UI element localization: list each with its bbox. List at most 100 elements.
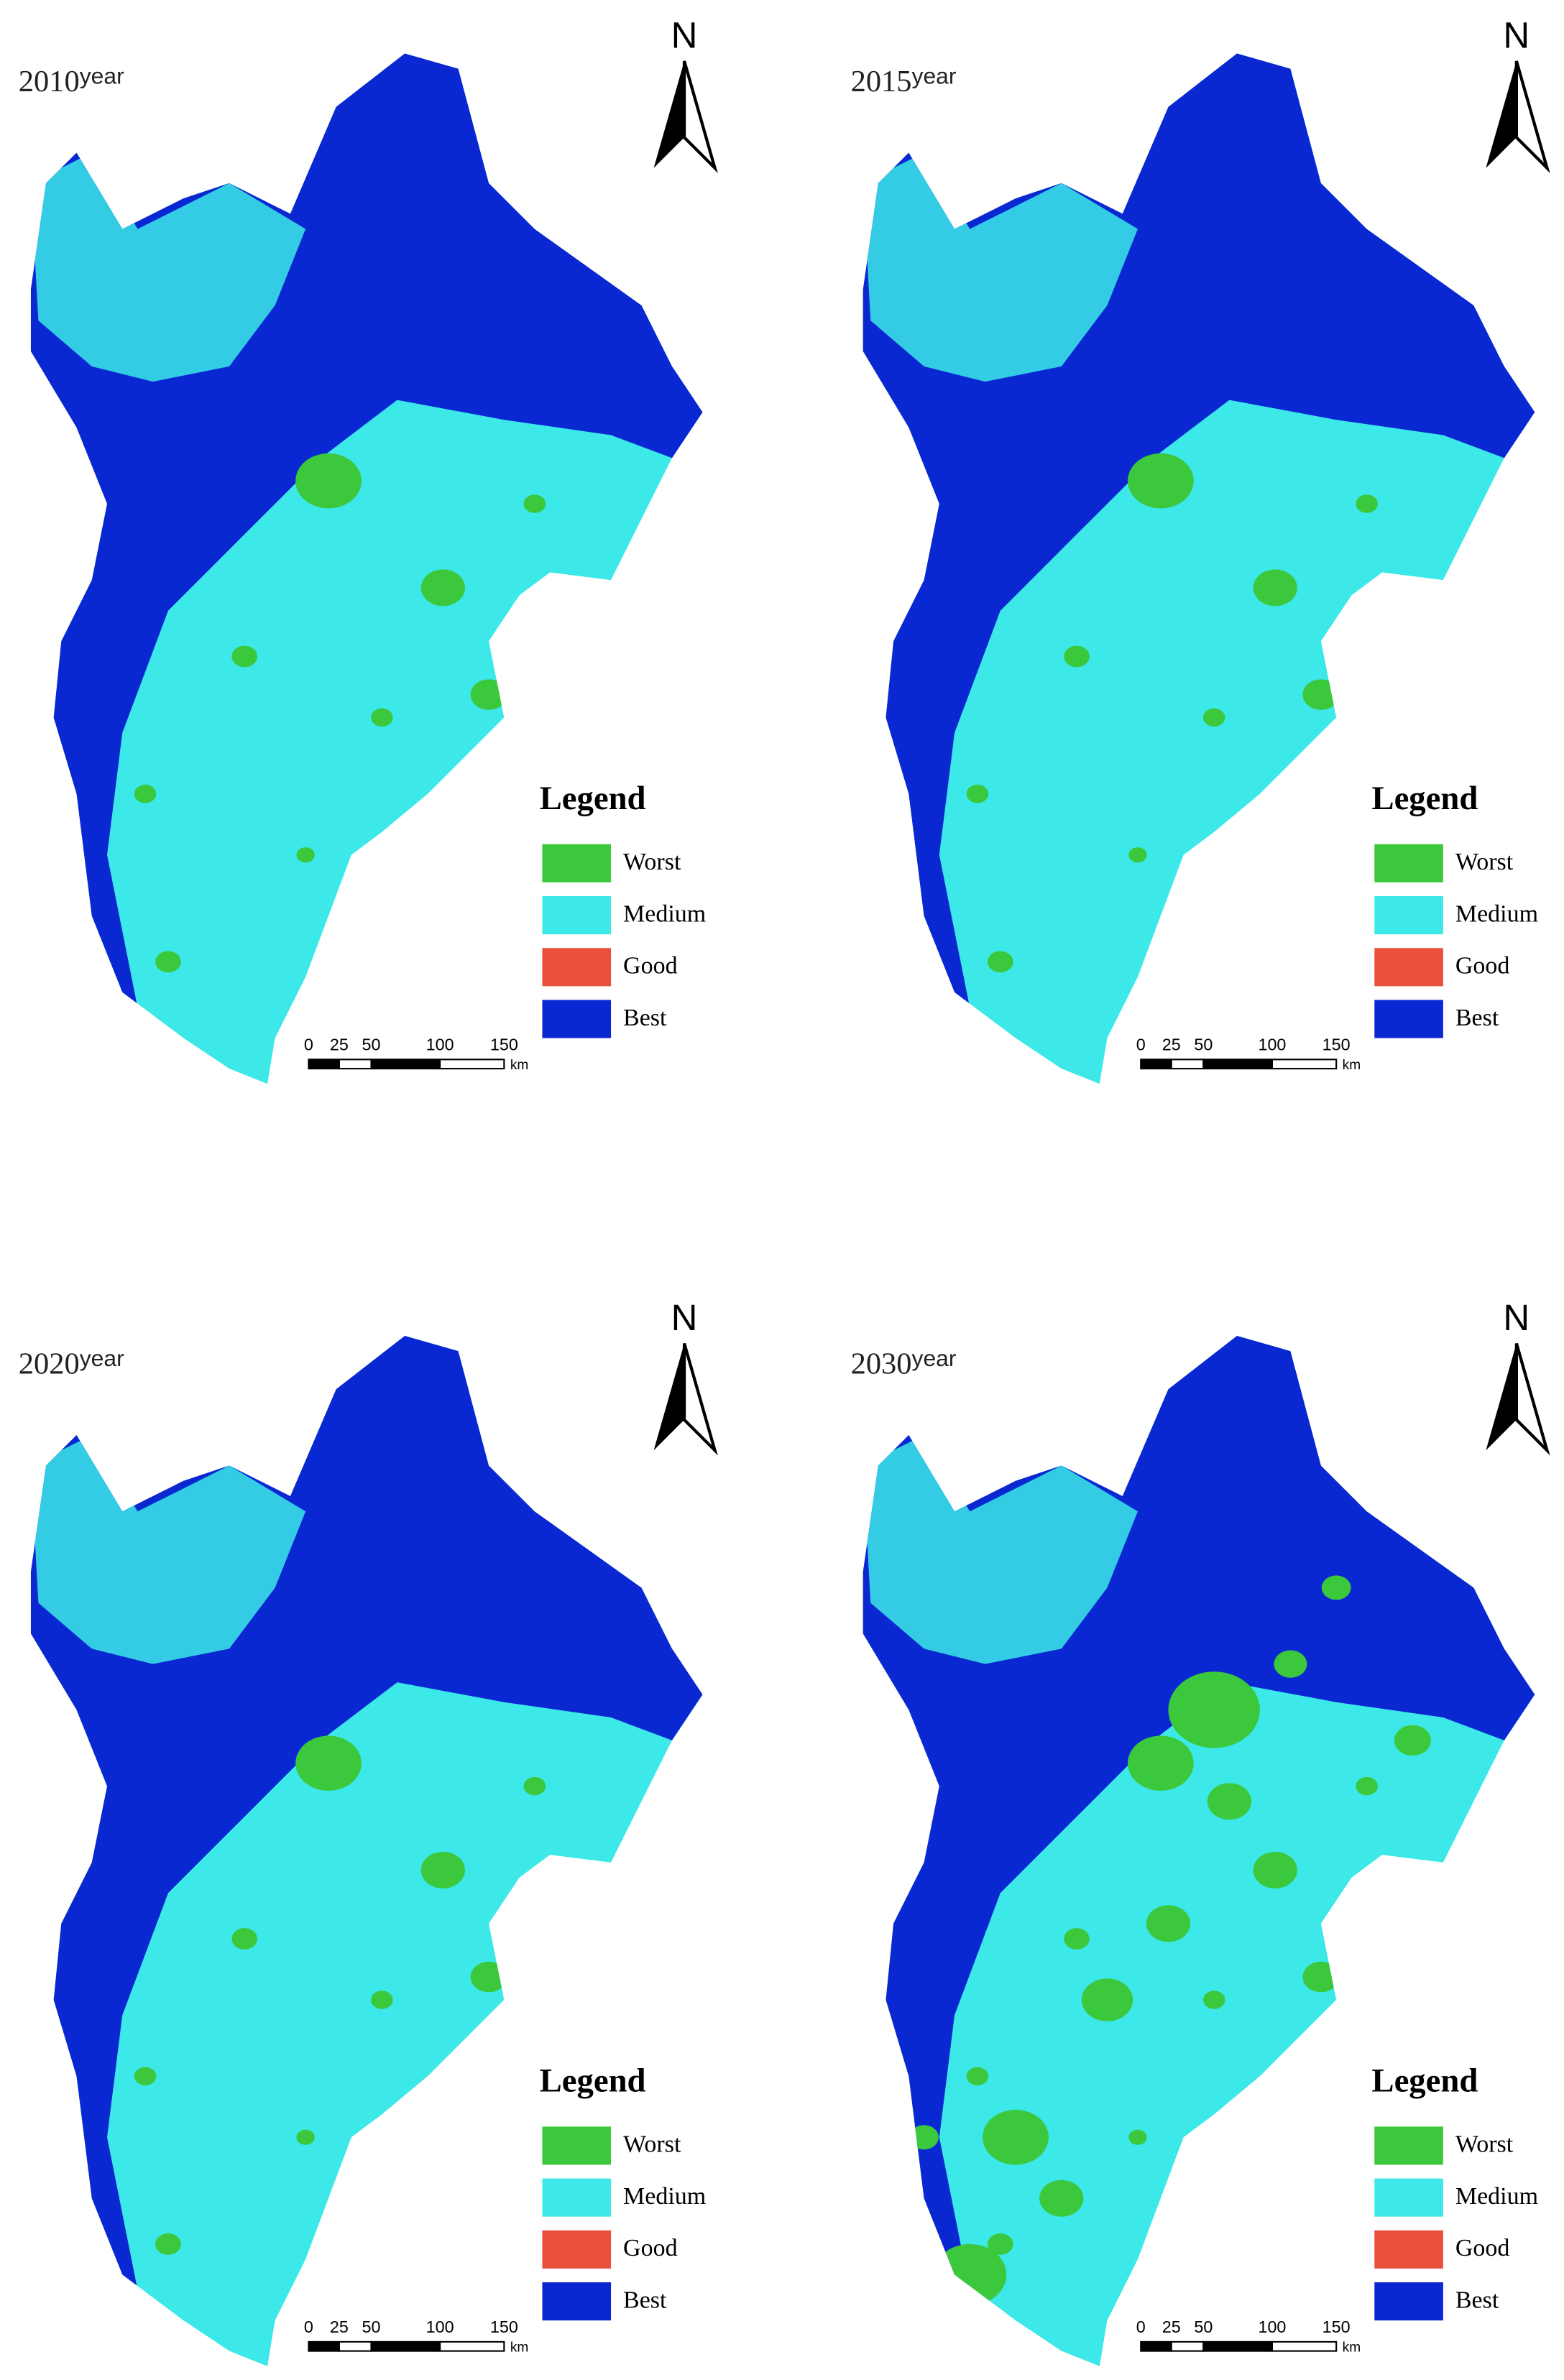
worst-area [134,784,157,803]
legend-label: Worst [623,849,681,875]
scale-label: 0 [1136,1035,1146,1053]
map-panel: 2010year N Legend Worst Medium Good Best 0 25 50 1… [19,15,718,1084]
scale-label: 25 [330,2317,349,2336]
scale-bar-segment [1170,1058,1205,1070]
worst-area [371,708,393,727]
map [30,1335,703,2366]
legend-label: Good [1455,2235,1510,2261]
legend-swatch [1374,2126,1443,2165]
panel-title: 2030year [851,1345,957,1380]
north-arrow [1486,60,1517,168]
panel-title: 2020year [19,1345,124,1380]
legend-label: Medium [623,900,706,927]
legend-title: Legend [540,2062,646,2100]
legend-label: Good [623,953,678,979]
medium-area [30,152,306,382]
worst-area [295,453,362,509]
map [862,1335,1535,2366]
legend-swatch [542,844,612,882]
legend-swatch [542,1000,612,1038]
north-arrow [1514,60,1550,173]
legend-swatch [542,2282,612,2321]
legend-swatch [542,2126,612,2165]
legend-label: Good [623,2235,678,2261]
scale-bar-segment [308,2340,340,2352]
scale-label: 50 [362,2317,381,2336]
worst-area [909,2125,939,2150]
worst-area [987,2233,1013,2255]
scale-bar-segment [439,1058,505,1070]
legend-swatch [1374,2230,1443,2269]
worst-area [1302,1961,1340,1993]
year-suffix: year [80,63,124,89]
legend-label: Medium [1455,900,1538,927]
legend-title: Legend [1371,2062,1478,2100]
legend-label: Best [623,2287,667,2313]
scale-unit: km [1343,2340,1361,2355]
medium-area [862,1434,1138,1664]
scale-bar-segment [308,1058,340,1070]
scale-label: 100 [426,2317,454,2336]
worst-area [296,847,315,863]
worst-area [1127,453,1194,509]
worst-area [470,679,507,710]
legend-label: Worst [1455,849,1514,875]
worst-area [420,569,465,606]
legend-title: Legend [540,780,646,817]
scale-unit: km [510,1058,528,1073]
scale-label: 25 [1162,2317,1181,2336]
legend-swatch [1374,1000,1443,1038]
panel-title: 2010year [19,63,124,98]
worst-area [1356,1776,1378,1796]
scale-label: 100 [1258,2317,1286,2336]
worst-area [1128,2129,1147,2145]
worst-area [1356,494,1378,513]
scale-label: 0 [304,2317,313,2336]
scale-bar-segment [1271,2340,1338,2352]
scale-bar-segment [439,2340,505,2352]
scale-label: 150 [1322,1035,1351,1053]
map [862,53,1535,1084]
worst-area [933,2243,1007,2305]
year-suffix: year [912,1345,957,1371]
worst-area [231,645,258,668]
north-label: N [671,1297,698,1338]
worst-area [231,1928,258,1950]
legend-label: Medium [623,2183,706,2210]
north-label: N [1503,1297,1530,1338]
year-suffix: year [80,1345,124,1371]
legend-label: Best [1455,1005,1499,1031]
scale-bar-segment [1140,2340,1172,2352]
worst-area [1274,1650,1307,1678]
worst-area [1253,569,1297,606]
scale-bar-segment [370,1058,441,1070]
worst-area [1128,847,1147,863]
legend-swatch [1374,844,1443,882]
map-panel: 2020year N Legend Worst Medium Good Best 0 25 50 1… [19,1297,718,2366]
worst-area [1064,645,1090,668]
worst-area [134,2067,157,2085]
scale-label: 150 [490,1035,518,1053]
north-arrow [682,60,718,173]
worst-area [470,1961,507,1993]
panel-title: 2015year [851,63,957,98]
worst-area [155,951,181,973]
medium-area [30,1434,306,1664]
north-label: N [1503,15,1530,56]
year: 2020 [19,1347,80,1380]
scale-label: 0 [304,1035,313,1053]
legend-swatch [542,2230,612,2269]
map-panel: 2015year N Legend Worst Medium Good Best 0 25 50 1… [851,15,1550,1084]
scale-bar-segment [1271,1058,1338,1070]
worst-area [1039,2180,1084,2217]
worst-area [966,784,989,803]
legend-swatch [1374,2282,1443,2321]
worst-area [295,1735,362,1791]
north-arrow [653,60,685,168]
scale-label: 25 [330,1035,349,1053]
worst-area [1302,679,1340,710]
scale-label: 50 [1194,2317,1213,2336]
map-panel: 2030year N Legend Worst Medium Good Best 0 25 50 1… [851,1297,1550,2366]
legend-swatch [542,948,612,987]
legend-label: Best [623,1005,667,1031]
